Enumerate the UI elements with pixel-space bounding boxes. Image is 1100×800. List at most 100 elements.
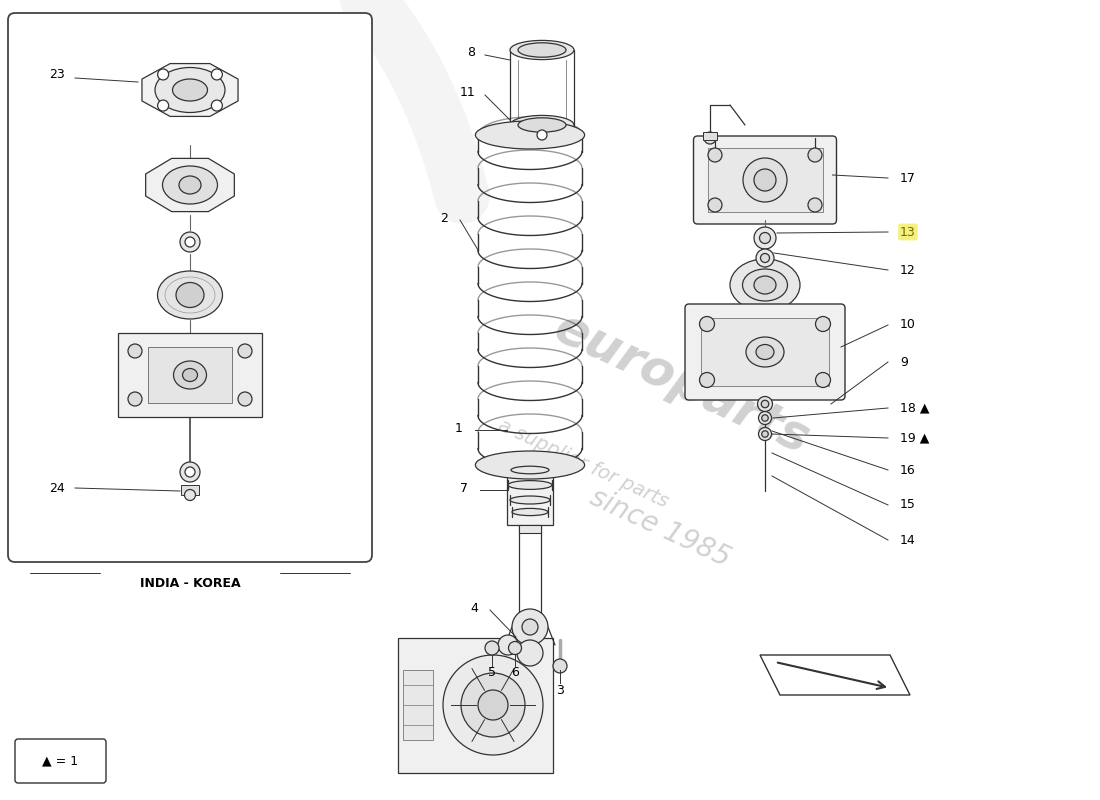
Text: 17: 17	[900, 171, 916, 185]
Ellipse shape	[746, 337, 784, 367]
Ellipse shape	[478, 690, 508, 720]
Text: 18 ▲: 18 ▲	[900, 402, 930, 414]
Ellipse shape	[708, 198, 722, 212]
Ellipse shape	[443, 655, 543, 755]
Ellipse shape	[522, 619, 538, 635]
Text: 5: 5	[488, 666, 496, 679]
Ellipse shape	[510, 115, 574, 134]
Ellipse shape	[700, 373, 715, 387]
Text: 23: 23	[50, 69, 65, 82]
Ellipse shape	[532, 125, 552, 145]
Text: 9: 9	[900, 355, 908, 369]
Ellipse shape	[185, 490, 196, 501]
Ellipse shape	[173, 79, 208, 101]
Text: 13: 13	[900, 226, 915, 238]
Text: 10: 10	[900, 318, 916, 331]
Text: 12: 12	[900, 263, 915, 277]
Ellipse shape	[238, 392, 252, 406]
Ellipse shape	[517, 640, 543, 666]
Ellipse shape	[537, 130, 547, 140]
Ellipse shape	[512, 609, 548, 645]
Text: 1: 1	[455, 422, 463, 434]
Ellipse shape	[708, 148, 722, 162]
Ellipse shape	[754, 169, 776, 191]
Text: 6: 6	[512, 666, 519, 679]
Text: 7: 7	[460, 482, 467, 494]
FancyBboxPatch shape	[15, 739, 106, 783]
Ellipse shape	[163, 166, 218, 204]
Ellipse shape	[485, 641, 499, 655]
Ellipse shape	[174, 361, 207, 389]
Ellipse shape	[176, 282, 204, 307]
FancyBboxPatch shape	[685, 304, 845, 400]
Text: a supplier for parts: a supplier for parts	[495, 416, 671, 512]
Ellipse shape	[508, 119, 575, 141]
Polygon shape	[142, 63, 238, 117]
Ellipse shape	[808, 198, 822, 212]
Text: 4: 4	[470, 602, 478, 614]
Ellipse shape	[128, 392, 142, 406]
Ellipse shape	[759, 233, 770, 243]
Ellipse shape	[185, 467, 195, 477]
Ellipse shape	[761, 430, 768, 438]
Ellipse shape	[183, 369, 198, 382]
Ellipse shape	[700, 317, 715, 331]
Ellipse shape	[808, 148, 822, 162]
Bar	[703, 132, 717, 140]
Ellipse shape	[238, 344, 252, 358]
Ellipse shape	[815, 373, 830, 387]
Ellipse shape	[553, 659, 566, 673]
Text: 15: 15	[900, 498, 916, 511]
Ellipse shape	[510, 40, 574, 60]
Text: 8: 8	[468, 46, 475, 59]
Ellipse shape	[512, 509, 548, 516]
Bar	[148, 347, 232, 403]
Bar	[403, 670, 432, 740]
Ellipse shape	[754, 227, 776, 249]
Ellipse shape	[157, 100, 168, 111]
Ellipse shape	[508, 481, 552, 490]
FancyBboxPatch shape	[8, 13, 372, 562]
Ellipse shape	[157, 271, 222, 319]
Text: 2: 2	[440, 211, 448, 225]
Text: 11: 11	[460, 86, 475, 99]
Text: europarts: europarts	[547, 304, 817, 464]
Text: 3: 3	[557, 683, 564, 697]
Text: 24: 24	[50, 482, 65, 494]
Text: 19 ▲: 19 ▲	[900, 431, 930, 445]
Ellipse shape	[742, 158, 786, 202]
Ellipse shape	[518, 118, 567, 132]
Ellipse shape	[758, 397, 772, 411]
Ellipse shape	[756, 345, 774, 359]
Ellipse shape	[759, 427, 771, 441]
Bar	[701, 318, 829, 386]
Ellipse shape	[512, 466, 549, 474]
Bar	[507, 465, 553, 525]
Bar	[397, 638, 552, 773]
Ellipse shape	[211, 69, 222, 80]
Bar	[519, 525, 541, 533]
Ellipse shape	[185, 237, 195, 247]
Text: ▲ = 1: ▲ = 1	[43, 754, 78, 767]
Bar	[118, 333, 262, 417]
Ellipse shape	[742, 269, 788, 301]
Ellipse shape	[510, 496, 550, 504]
Ellipse shape	[498, 635, 518, 655]
Ellipse shape	[704, 132, 716, 144]
Text: since 1985: since 1985	[585, 483, 735, 573]
Ellipse shape	[761, 414, 768, 422]
Ellipse shape	[759, 411, 771, 425]
Ellipse shape	[815, 317, 830, 331]
Ellipse shape	[461, 673, 525, 737]
Ellipse shape	[730, 259, 800, 311]
Ellipse shape	[179, 176, 201, 194]
Ellipse shape	[475, 121, 584, 149]
Text: 14: 14	[900, 534, 915, 546]
Ellipse shape	[475, 451, 584, 479]
Ellipse shape	[211, 100, 222, 111]
Polygon shape	[145, 158, 234, 212]
Bar	[707, 148, 823, 212]
Ellipse shape	[128, 344, 142, 358]
Polygon shape	[760, 655, 910, 695]
Ellipse shape	[761, 400, 769, 408]
